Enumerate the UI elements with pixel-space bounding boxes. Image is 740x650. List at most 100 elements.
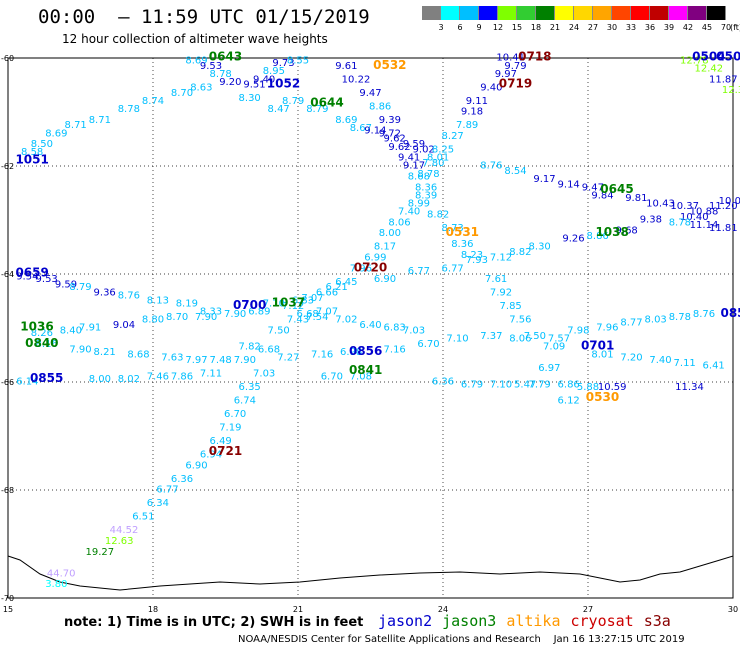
wave-height-value: 6.79	[461, 379, 483, 390]
track-time-label: 1038	[595, 225, 628, 239]
wave-height-value: 7.54	[306, 312, 328, 323]
wave-height-value: 5.47	[514, 379, 536, 390]
scale-swatch	[441, 6, 460, 20]
wave-height-value: 8.19	[176, 298, 198, 309]
scale-label: 36	[644, 23, 656, 32]
wave-height-value: 7.86	[171, 371, 193, 382]
wave-height-value: 9.14	[364, 126, 386, 137]
wave-height-value: 6.77	[442, 263, 464, 274]
satellite-cryosat: cryosat	[570, 612, 634, 630]
wave-height-value: 12.42	[695, 64, 724, 75]
wave-height-value: 8.95	[263, 66, 285, 77]
wave-height-value: 6.77	[156, 485, 178, 496]
wave-height-value: 10.41	[496, 53, 525, 64]
wave-height-value: 3.80	[45, 579, 67, 590]
wave-height-value: 7.79	[529, 379, 551, 390]
wave-height-value: 7.61	[485, 274, 507, 285]
scale-label: 33	[625, 23, 637, 32]
wave-height-value: 6.45	[335, 277, 357, 288]
wave-height-value: 8.17	[374, 242, 396, 253]
wave-height-value: 6.51	[132, 512, 154, 523]
wave-height-value: 6.68	[258, 344, 280, 355]
wave-height-value: 19.27	[86, 547, 115, 558]
wave-height-value: 7.90	[195, 312, 217, 323]
scale-label: 39	[663, 23, 675, 32]
scale-swatch	[517, 6, 536, 20]
wave-height-value: 7.90	[69, 344, 91, 355]
track-time-label: 0719	[499, 77, 532, 91]
wave-height-value: 7.16	[311, 350, 333, 361]
wave-height-value: 9.97	[495, 69, 517, 80]
scale-swatch	[536, 6, 555, 20]
wave-height-value: 9.39	[379, 115, 401, 126]
wave-height-value: 44.52	[110, 525, 139, 536]
wave-height-value: 7.10	[446, 334, 468, 345]
wave-height-value: 8.06	[509, 334, 531, 345]
wave-height-value: 7.19	[219, 423, 241, 434]
wave-height-value: 9.26	[562, 234, 584, 245]
scale-swatch	[650, 6, 669, 20]
wave-height-value: 7.82	[239, 342, 261, 353]
wave-height-value: 8.78	[210, 69, 232, 80]
wave-height-value: 7.07	[316, 307, 338, 318]
scale-swatch	[631, 6, 650, 20]
wave-height-value: 7.09	[543, 342, 565, 353]
wave-height-value: 8.70	[166, 312, 188, 323]
scale-swatch	[498, 6, 517, 20]
wave-height-value: 8.80	[142, 315, 164, 326]
wave-height-value: 7.96	[350, 263, 372, 274]
wave-height-value: 9.38	[640, 215, 662, 226]
wave-height-value: 8.40	[60, 325, 82, 336]
wave-height-value: 8.78	[669, 217, 691, 228]
coastline	[7, 555, 734, 599]
wave-height-value: 8.23	[461, 250, 483, 261]
wave-height-value: 8.39	[415, 190, 437, 201]
scale-label: 15	[511, 23, 523, 32]
track-time-label: 0720	[354, 260, 387, 274]
wave-height-value: 7.02	[335, 315, 357, 326]
wave-height-value: 8.76	[480, 161, 502, 172]
wave-height-value: 6.77	[408, 266, 430, 277]
satellite-altika: altika	[506, 612, 561, 630]
wave-height-value: 8.25	[432, 145, 454, 156]
x-tick-label: 30	[728, 605, 738, 614]
wave-height-value: 9.47	[582, 182, 604, 193]
wave-height-value: 10.22	[342, 74, 371, 85]
wave-height-value: 8.82	[509, 247, 531, 258]
x-tick-label: 18	[148, 605, 158, 614]
wave-height-value: 6.21	[326, 282, 348, 293]
wave-height-value: 7.97	[185, 355, 207, 366]
wave-height-value: 8.00	[379, 228, 401, 239]
wave-height-value: 8.79	[69, 282, 91, 293]
y-tick-label: -66	[1, 378, 14, 387]
wave-height-value: 5.88	[577, 382, 599, 393]
wave-height-value: 9.41	[398, 153, 420, 164]
track-time-label: 1052	[267, 77, 300, 91]
wave-height-value: 8.74	[142, 96, 164, 107]
wave-height-value: 11.81	[709, 223, 738, 234]
wave-height-value: 9.40	[480, 82, 502, 93]
wave-height-value: 11.34	[675, 382, 704, 393]
wave-height-value: 9.02	[413, 145, 435, 156]
wave-height-value: 7.48	[210, 355, 232, 366]
wave-height-value: 7.40	[649, 355, 671, 366]
wave-height-value: 9.18	[461, 107, 483, 118]
scale-swatch	[555, 6, 574, 20]
wave-height-value: 12.3	[722, 85, 740, 96]
wave-height-value: 7.50	[524, 331, 546, 342]
wave-height-value: 7.90	[234, 355, 256, 366]
wave-height-value: 8.63	[190, 82, 212, 93]
wave-height-value: 10.06	[719, 196, 740, 207]
satellite-legend: jason2 jason3 altika cryosat s3a	[368, 612, 671, 630]
wave-height-value: 8.06	[388, 217, 410, 228]
wave-height-value: 11.87	[709, 74, 738, 85]
wave-height-value: 7.11	[674, 358, 696, 369]
wave-height-value: 6.34	[147, 498, 169, 509]
wave-height-value: 8.69	[335, 115, 357, 126]
track-time-label: 0659	[15, 266, 48, 280]
wave-height-value: 8.78	[417, 169, 439, 180]
wave-height-value: 8.78	[118, 104, 140, 115]
chart-title: 00:00 – 11:59 UTC 01/15/2019	[38, 6, 370, 28]
wave-height-value: 9.79	[504, 61, 526, 72]
wave-height-value: 7.80	[422, 158, 444, 169]
